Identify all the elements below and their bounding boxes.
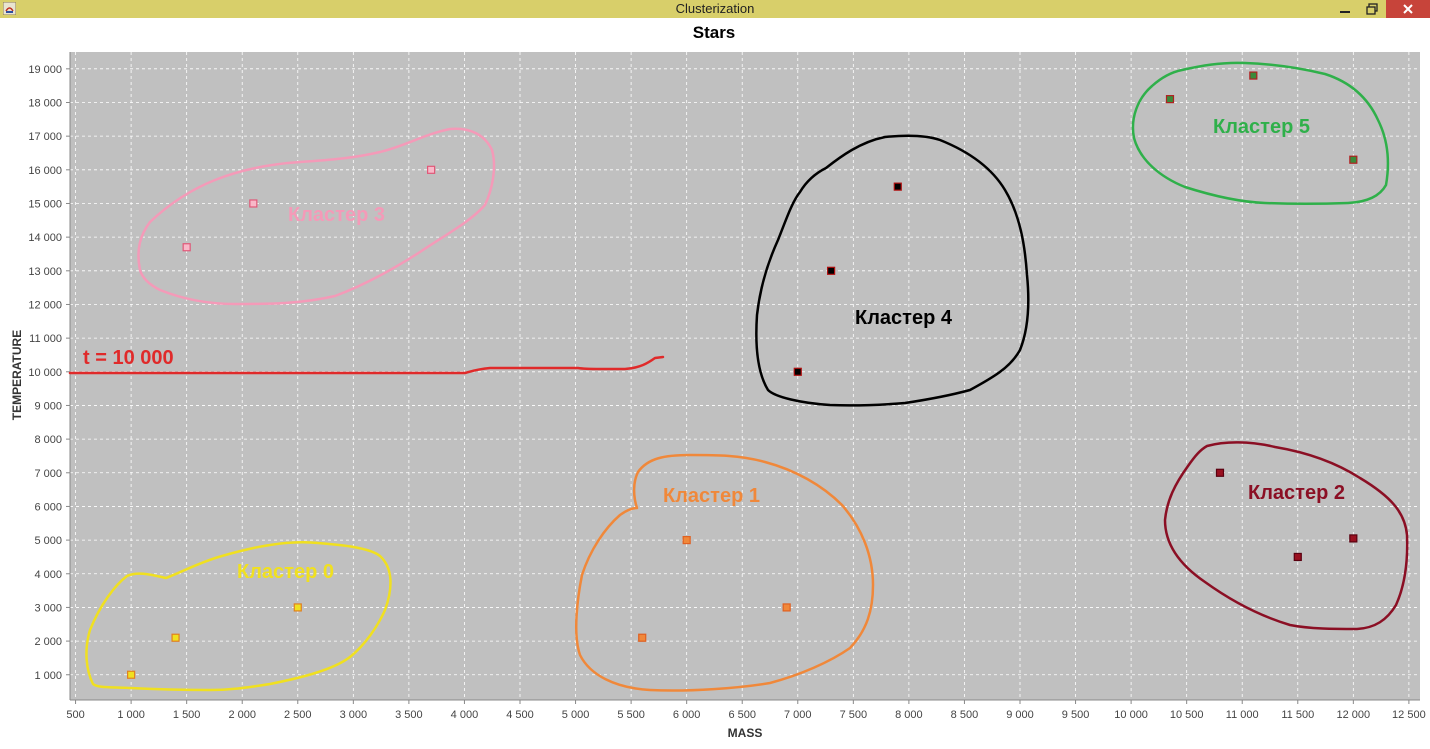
y-tick-label: 10 000	[28, 367, 62, 379]
y-tick-labels: 1 000 2 000 3 000 4 000 5 000 6 000 7 000 8 000…	[28, 64, 70, 682]
scatter-chart: Stars 500 1 000 1 500 2 000 2 500 3 000 3 500 4…	[10, 23, 1426, 740]
x-tick-label: 11 000	[1226, 709, 1259, 721]
data-points	[127, 71, 1358, 679]
cluster-0-label: Кластер 0	[237, 561, 334, 583]
cluster-2-point	[1215, 468, 1225, 477]
y-tick-label: 3 000	[34, 602, 62, 614]
x-tick-label: 1 000	[117, 709, 145, 721]
y-tick-label: 2 000	[34, 636, 62, 648]
x-tick-label: 2 500	[284, 709, 312, 721]
y-tick-label: 9 000	[34, 400, 62, 412]
y-tick-label: 1 000	[34, 670, 62, 682]
cluster-3-outline	[137, 127, 496, 306]
cluster-0-point	[293, 603, 302, 612]
x-gridlines	[75, 52, 1410, 700]
x-axis-label: MASS	[728, 726, 763, 740]
minimize-icon	[1340, 11, 1350, 13]
x-tick-label: 5 500	[617, 709, 645, 721]
window-title: Clusterization	[675, 1, 755, 16]
x-tick-label: 12 500	[1392, 709, 1426, 721]
x-tick-label: 3 000	[340, 709, 368, 721]
cluster-outlines	[68, 61, 1409, 692]
cluster-5-outline	[1131, 61, 1390, 205]
cluster-0-point	[127, 670, 136, 679]
cluster-4-outline	[755, 134, 1030, 407]
y-tick-label: 11 000	[29, 333, 62, 345]
x-tick-label: 4 000	[451, 709, 479, 721]
cluster-1-point	[638, 633, 647, 642]
x-tick-label: 5 000	[562, 709, 590, 721]
cluster-5-label: Кластер 5	[1213, 116, 1310, 138]
cluster-4-label: Кластер 4	[855, 307, 953, 329]
restore-icon	[1366, 3, 1378, 15]
threshold-line	[68, 355, 665, 375]
y-tick-label: 8 000	[34, 434, 62, 446]
maximize-button[interactable]	[1359, 0, 1385, 18]
y-tick-label: 13 000	[28, 266, 62, 278]
y-tick-label: 12 000	[28, 299, 62, 311]
cluster-1-label: Кластер 1	[663, 485, 760, 507]
cluster-2-outline	[1163, 441, 1409, 631]
cluster-3-point	[427, 165, 436, 174]
cluster-3-label: Кластер 3	[288, 204, 385, 226]
threshold-label: t = 10 000	[83, 347, 174, 369]
cluster-2-label: Кластер 2	[1248, 482, 1345, 504]
y-tick-label: 17 000	[28, 131, 62, 143]
chart-title: Stars	[693, 23, 736, 42]
cluster-5-point	[1349, 155, 1358, 164]
y-tick-label: 19 000	[28, 64, 62, 76]
y-tick-label: 15 000	[28, 198, 62, 210]
cluster-2-point	[1349, 534, 1358, 543]
x-tick-label: 7 500	[840, 709, 868, 721]
x-tick-labels: 500 1 000 1 500 2 000 2 500 3 000 3 500 4 000 4 …	[66, 700, 1426, 721]
x-tick-label: 12 000	[1337, 709, 1371, 721]
close-icon	[1403, 4, 1413, 14]
y-gridlines	[70, 68, 1420, 676]
x-tick-label: 3 500	[395, 709, 423, 721]
plot-background	[70, 52, 1420, 700]
x-tick-label: 500	[66, 709, 84, 721]
x-tick-label: 10 500	[1170, 709, 1204, 721]
x-tick-label: 6 000	[673, 709, 701, 721]
close-button[interactable]	[1386, 0, 1430, 18]
cluster-2-point	[1293, 552, 1302, 562]
x-tick-label: 2 000	[228, 709, 256, 721]
cluster-4-point	[827, 266, 836, 275]
cluster-3-point	[249, 199, 258, 208]
cluster-5-point	[1249, 71, 1258, 80]
x-tick-label: 1 500	[173, 709, 201, 721]
y-axis-label: TEMPERATURE	[10, 330, 24, 420]
cluster-0-outline	[85, 540, 392, 692]
x-tick-label: 4 500	[506, 709, 534, 721]
cluster-3-point	[182, 243, 191, 252]
cluster-1-outline	[574, 453, 875, 692]
java-app-icon	[3, 2, 16, 15]
y-tick-label: 16 000	[28, 165, 62, 177]
cluster-4-point	[893, 182, 902, 191]
y-tick-label: 4 000	[34, 569, 62, 581]
cluster-4-point	[793, 367, 802, 376]
x-tick-label: 9 000	[1006, 709, 1034, 721]
y-tick-label: 18 000	[28, 97, 62, 109]
cluster-5-point	[1165, 95, 1175, 104]
x-tick-label: 6 500	[728, 709, 756, 721]
minimize-button[interactable]	[1333, 0, 1357, 18]
x-tick-label: 10 000	[1114, 709, 1148, 721]
cluster-labels: Кластер 0 Кластер 1 Кластер 2 Кластер 3 …	[83, 116, 1345, 583]
cluster-1-point	[682, 536, 691, 545]
y-tick-label: 6 000	[34, 501, 62, 513]
x-tick-label: 7 000	[784, 709, 812, 721]
x-tick-label: 11 500	[1281, 709, 1314, 721]
x-tick-label: 8 500	[951, 709, 979, 721]
cluster-1-point	[782, 603, 791, 612]
y-tick-label: 14 000	[28, 232, 62, 244]
window-titlebar: Clusterization	[0, 0, 1430, 18]
y-tick-label: 5 000	[34, 535, 62, 547]
x-tick-label: 8 000	[895, 709, 923, 721]
y-tick-label: 7 000	[34, 468, 62, 480]
cluster-0-point	[171, 633, 180, 642]
chart-area: Stars 500 1 000 1 500 2 000 2 500 3 000 3 500 4…	[0, 18, 1430, 745]
x-tick-label: 9 500	[1062, 709, 1090, 721]
